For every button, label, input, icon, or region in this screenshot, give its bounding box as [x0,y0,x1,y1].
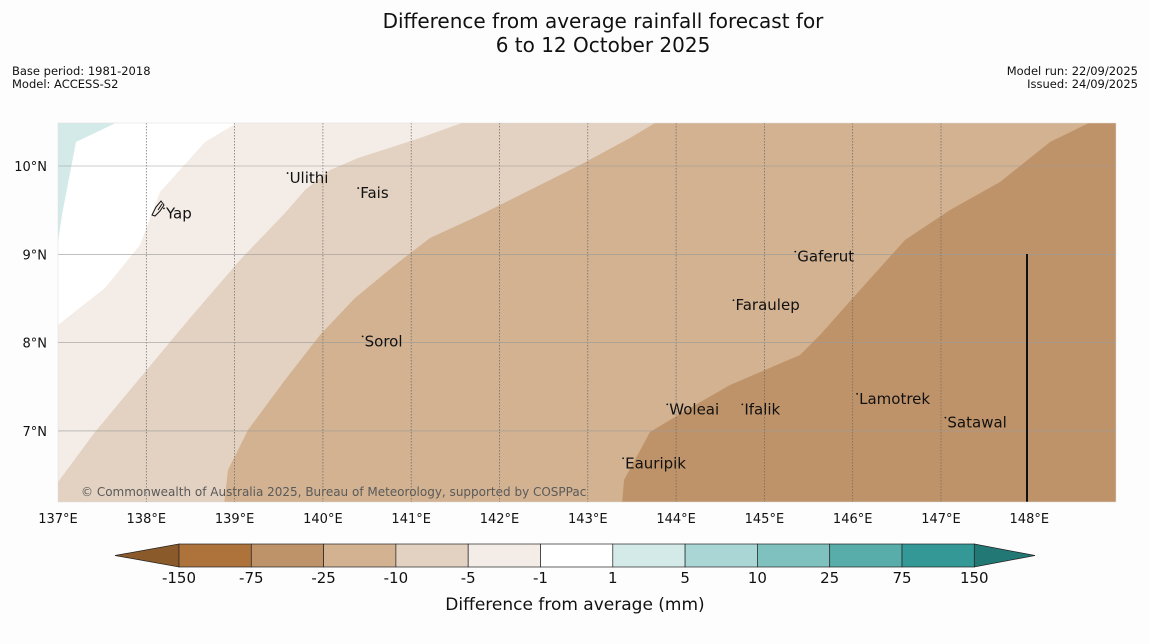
colorbar-high-extension [973,543,1036,568]
yap-island [151,200,165,217]
colorbar-tick-label: 75 [892,569,911,587]
title-line-1: Difference from average rainfall forecas… [382,9,824,33]
colorbar-tick-label: -150 [162,569,196,587]
latitude-tick: 8°N [23,337,48,352]
grid-lines [58,123,1116,502]
colorbar-tick-label: 25 [820,569,839,587]
place-label-lamotrek: Lamotrek [859,390,930,408]
colorbar-tick-label: 5 [680,569,690,587]
place-label-fais: Fais [360,184,389,202]
band-plus-1-to-plus-5 [58,123,116,242]
colorbar-segment [612,543,686,568]
place-label-woleai: Woleai [669,400,719,418]
longitude-tick: 147°E [921,512,961,527]
title-line-2: 6 to 12 October 2025 [495,33,711,57]
longitude-tick: 148°E [1010,512,1050,527]
place-label-yap: Yap [165,204,192,222]
band-minus-25-to-minus-75 [622,123,1116,502]
model-run: Model run: 22/09/2025 [1006,64,1138,78]
longitude-tick: 141°E [391,512,431,527]
colorbar-segment [684,543,758,568]
colorbar-segment [178,543,252,568]
island-marker [286,172,289,174]
place-labels: Yap Ulithi Fais Gaferut Faraulep Sorol Woleai I… [163,169,1007,472]
latitude-tick: 10°N [14,160,47,175]
island-marker [163,207,165,210]
colorbar-tick-label: -10 [384,569,409,587]
map-title: Difference from average rainfall forecas… [0,9,1150,57]
longitude-tick: 142°E [480,512,520,527]
base-period: Base period: 1981-2018 [12,64,151,78]
latitude-tick: 7°N [23,425,48,440]
colorbar-segment [395,543,469,568]
island-marker [741,403,744,406]
latitude-tick: 9°N [23,248,48,263]
island-marker [666,403,669,406]
longitude-tick-labels: 137°E 138°E 139°E 140°E 141°E 142°E 143°E 144°E… [38,512,1049,527]
longitude-tick: 143°E [568,512,608,527]
colorbar-tick-label: -1 [533,569,548,587]
place-label-ulithi: Ulithi [290,169,329,187]
island-marker [622,457,625,460]
colorbar-tick-label: -75 [239,569,264,587]
colorbar-segment [467,543,541,568]
colorbar-tick-label: 150 [960,569,989,587]
latitude-tick-labels: 10°N 9°N 8°N 7°N [14,160,47,440]
map-area: Yap Ulithi Fais Gaferut Faraulep Sorol Woleai I… [58,123,1116,502]
colorbar-segment [540,543,614,568]
place-label-ifalik: Ifalik [744,400,780,418]
model-info: Base period: 1981-2018 Model: ACCESS-S2 [12,65,151,91]
colorbar-segment [757,543,831,568]
colorbar-segment [323,543,397,568]
place-label-faraulep: Faraulep [735,296,799,314]
island-marker [732,299,735,302]
copyright-notice: © Commonwealth of Australia 2025, Bureau… [81,485,586,499]
model-name: Model: ACCESS-S2 [12,77,119,91]
longitude-tick: 138°E [127,512,167,527]
longitude-tick: 144°E [656,512,696,527]
longitude-tick: 139°E [215,512,255,527]
colorbar-tick-label: 10 [748,569,767,587]
legend-title: Difference from average (mm) [445,595,704,615]
color-legend: -150 -75 -25 -10 -5 -1 1 5 10 25 75 150 Difference f… [114,543,1036,615]
island-marker [944,416,947,419]
place-label-gaferut: Gaferut [797,248,854,266]
colorbar-low-extension [114,543,180,568]
issued-date: Issued: 24/09/2025 [1027,77,1138,91]
place-label-sorol: Sorol [365,332,403,350]
island-marker [361,335,364,338]
colorbar-tick-label: -5 [461,569,476,587]
island-marker [794,250,797,253]
place-label-satawal: Satawal [947,414,1006,432]
colorbar-segment [250,543,324,568]
colorbar-tick-label: -25 [311,569,336,587]
colorbar-tick-label: 1 [608,569,618,587]
place-label-eauripik: Eauripik [625,454,686,472]
longitude-tick: 140°E [303,512,343,527]
island-marker [856,392,859,395]
map-frame [57,122,1117,503]
longitude-tick: 137°E [38,512,78,527]
run-info: Model run: 22/09/2025 Issued: 24/09/2025 [1007,65,1138,91]
longitude-tick: 145°E [745,512,785,527]
island-marker [357,187,360,189]
colorbar-segment [829,543,903,568]
colorbar-segment [901,543,975,568]
longitude-tick: 146°E [833,512,873,527]
